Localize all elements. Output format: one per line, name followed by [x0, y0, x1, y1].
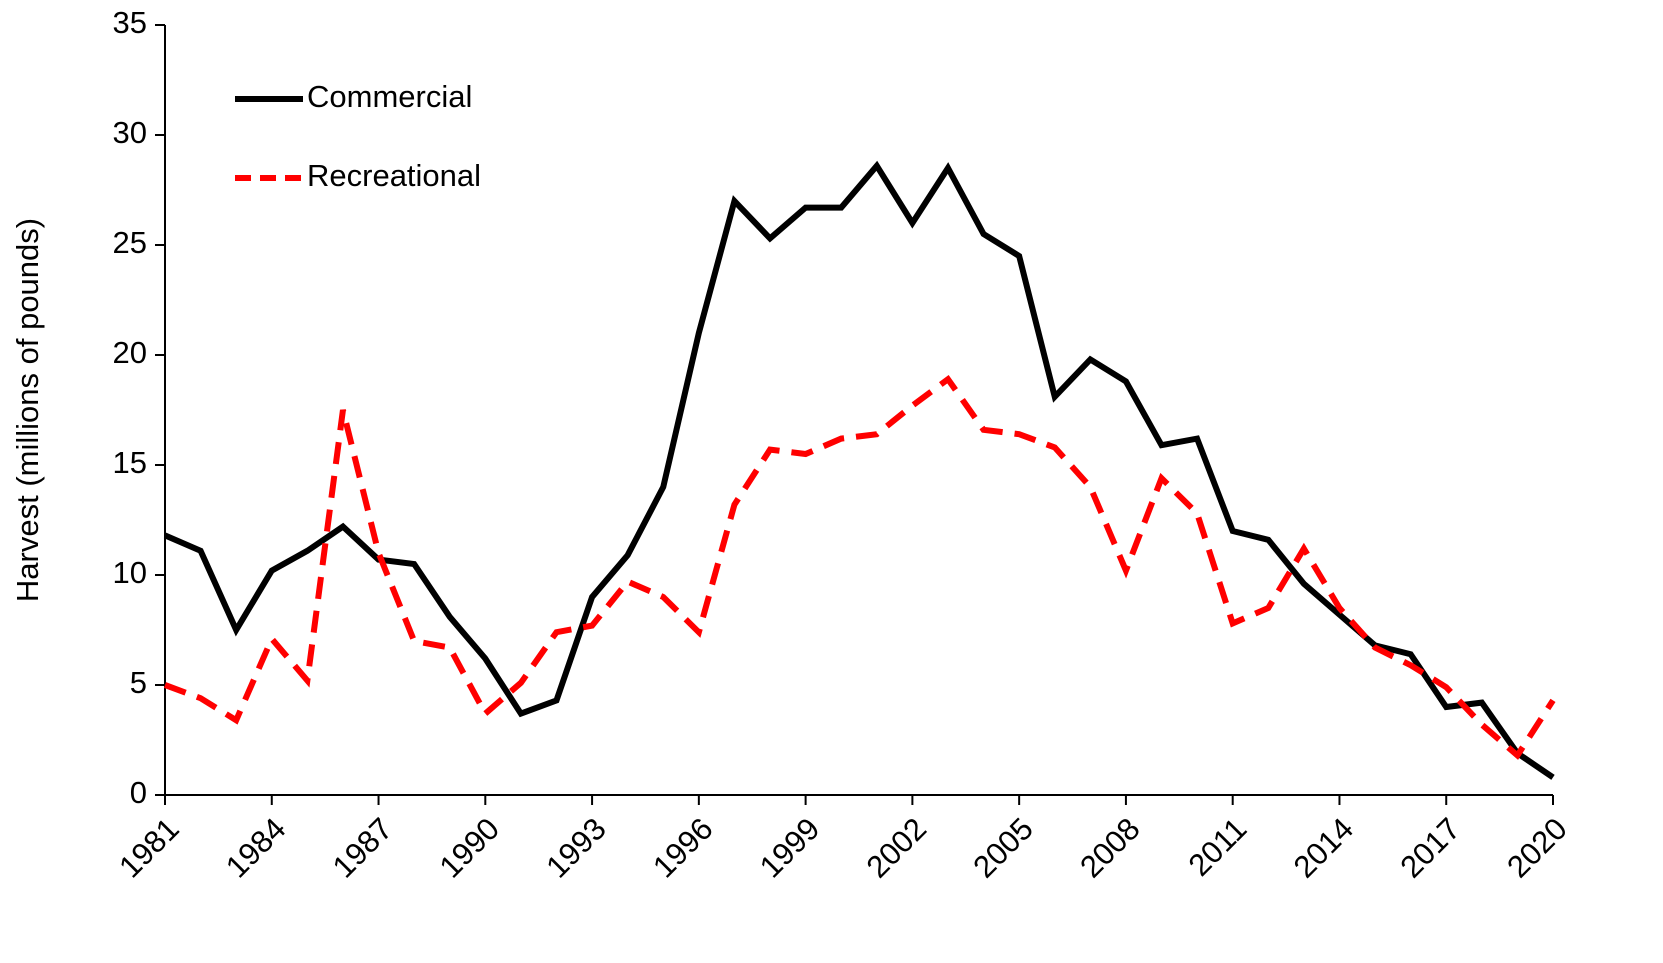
y-axis-label: Harvest (millions of pounds)	[10, 218, 45, 602]
x-tick-label: 1999	[753, 811, 827, 885]
x-tick-label: 1987	[326, 811, 400, 885]
y-tick-label: 35	[113, 5, 147, 40]
x-tick-label: 1993	[539, 811, 613, 885]
y-tick-label: 25	[113, 225, 147, 260]
x-tick-label: 2005	[966, 811, 1040, 885]
x-tick-label: 2017	[1393, 811, 1467, 885]
series-line	[163, 374, 1556, 760]
x-tick-label: 1981	[112, 811, 186, 885]
x-tick-label: 1996	[646, 811, 720, 885]
y-tick-label: 30	[113, 115, 147, 150]
x-tick-label: 1990	[433, 811, 507, 885]
legend-label: Commercial	[307, 79, 472, 114]
y-tick-label: 20	[113, 335, 147, 370]
x-tick-label: 2014	[1287, 811, 1361, 885]
x-tick-label: 2002	[860, 811, 934, 885]
y-tick-label: 15	[113, 445, 147, 480]
legend-label: Recreational	[307, 158, 481, 193]
y-tick-label: 10	[113, 555, 147, 590]
x-tick-label: 2020	[1500, 811, 1574, 885]
series-line	[163, 160, 1555, 780]
y-tick-label: 5	[130, 665, 147, 700]
x-tick-label: 2011	[1182, 811, 1254, 883]
x-tick-label: 2008	[1073, 811, 1147, 885]
x-tick-label: 1984	[219, 811, 293, 885]
y-tick-label: 0	[130, 775, 147, 810]
